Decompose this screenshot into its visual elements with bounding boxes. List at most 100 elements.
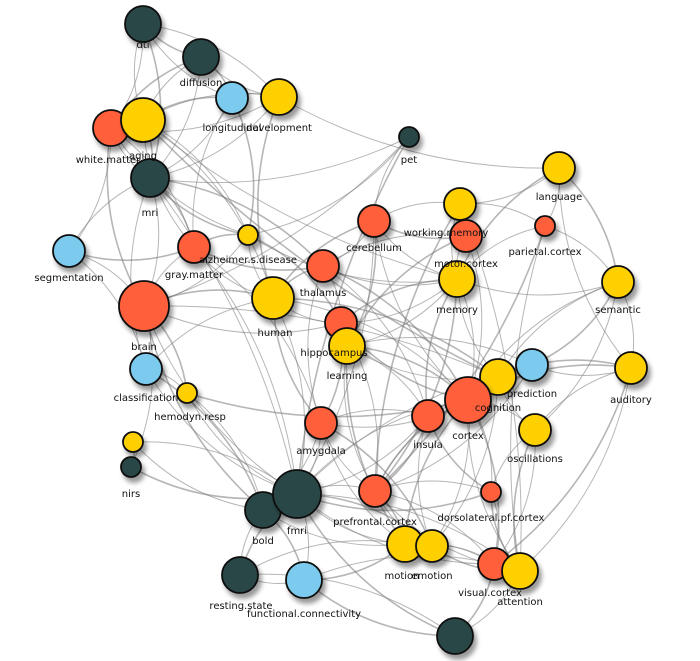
label-resting.state: resting.state [209, 601, 272, 612]
label-parietal.cortex: parietal.cortex [508, 247, 581, 258]
node-prefrontal.cortex[interactable] [358, 474, 392, 508]
node-segmentation[interactable] [52, 234, 86, 268]
node-longitudinal[interactable] [215, 81, 249, 115]
node-prediction[interactable] [515, 348, 549, 382]
label-nirs: nirs [122, 489, 140, 500]
label-semantic: semantic [595, 305, 641, 316]
node-dti[interactable] [124, 5, 162, 43]
node-thalamus[interactable] [306, 249, 340, 283]
label-hippocampus: hippocampus [300, 348, 367, 359]
node-brain[interactable] [118, 280, 170, 332]
edge-development-language [278, 96, 560, 169]
edge-development-human [256, 96, 280, 299]
node-dorsolateral.pf.cortex[interactable] [480, 481, 502, 503]
label-dorsolateral.pf.cortex: dorsolateral.pf.cortex [438, 513, 545, 524]
node-aging[interactable] [120, 97, 166, 143]
edge-oscillations-visual.cortex [493, 429, 536, 565]
label-diffusion: diffusion [180, 78, 223, 89]
node-diffusion[interactable] [182, 38, 220, 76]
label-gray.matter: gray.matter [165, 270, 224, 281]
edge-segmentation-classification [68, 250, 147, 370]
node-parietal.cortex[interactable] [534, 215, 556, 237]
edge-development-mri [149, 96, 280, 179]
label-learning: learning [327, 371, 368, 382]
label-oscillations: oscillations [507, 454, 563, 465]
edge-bottom-node-fmri [296, 493, 456, 637]
edge-nirs-dot-bold [132, 441, 264, 511]
node-alzheimer.s.disease[interactable] [237, 224, 259, 246]
edge-semantic-oscillations [534, 281, 619, 431]
label-thalamus: thalamus [300, 288, 347, 299]
node-nirs[interactable] [120, 456, 142, 478]
edge-classification-bold [145, 368, 264, 511]
label-longitudinal: longitudinal [203, 123, 262, 134]
label-pet: pet [401, 155, 418, 166]
label-prefrontal.cortex: prefrontal.cortex [333, 517, 417, 528]
edge-language-semantic [558, 167, 619, 283]
node-hemodyn.resp[interactable] [176, 382, 198, 404]
node-gray.matter[interactable] [177, 230, 211, 264]
node-functional.connectivity[interactable] [285, 561, 323, 599]
edge-memory-prefrontal.cortex [374, 278, 458, 492]
label-aging: aging [129, 151, 157, 162]
node-cerebellum[interactable] [357, 204, 391, 238]
label-insula: insula [413, 440, 443, 451]
label-development: development [246, 123, 312, 134]
label-emotion: emotion [411, 571, 452, 582]
edge-longitudinal-gray.matter [192, 97, 233, 248]
node-auditory[interactable] [614, 351, 648, 385]
node-pet[interactable] [398, 126, 420, 148]
label-attention: attention [497, 597, 543, 608]
edge-human-cognition [272, 297, 499, 378]
node-oscillations[interactable] [518, 413, 552, 447]
label-white.matter: white.matter [76, 155, 141, 166]
label-hemodyn.resp: hemodyn.resp [154, 412, 226, 423]
edge-prediction-prefrontal.cortex [374, 364, 533, 492]
node-nirs-dot[interactable] [122, 431, 144, 453]
label-bold: bold [252, 536, 274, 547]
edge-resting.state-bottom-node [239, 573, 456, 637]
node-fmri[interactable] [272, 469, 322, 519]
node-cognition[interactable] [479, 358, 517, 396]
node-human[interactable] [251, 276, 295, 320]
node-working.memory[interactable] [443, 187, 477, 221]
edge-parietal.cortex-prefrontal.cortex [374, 225, 546, 492]
node-development[interactable] [260, 78, 298, 116]
node-amygdala[interactable] [304, 406, 338, 440]
node-cortex[interactable] [444, 376, 492, 424]
node-mri[interactable] [130, 158, 170, 198]
label-amygdala: amygdala [296, 446, 346, 457]
label-motor.cortex: motor.cortex [434, 259, 498, 270]
edge-auditory-visual.cortex [493, 367, 632, 565]
node-bottom-node[interactable] [436, 617, 474, 655]
edge-thalamus-amygdala [307, 265, 324, 424]
label-visual.cortex: visual.cortex [458, 588, 522, 599]
edge-gray.matter-amygdala [193, 246, 322, 424]
label-dti: dti [136, 40, 149, 51]
edge-semantic-prediction [531, 281, 619, 366]
node-attention[interactable] [501, 552, 539, 590]
edge-nirs-dot-fmri [132, 441, 298, 495]
label-human: human [258, 328, 293, 339]
node-language[interactable] [542, 151, 576, 185]
label-prediction: prediction [507, 389, 557, 400]
node-emotion[interactable] [415, 529, 449, 563]
edge-thalamus-cortex [322, 265, 469, 401]
node-memory[interactable] [438, 260, 476, 298]
node-resting.state[interactable] [221, 556, 259, 594]
label-segmentation: segmentation [34, 273, 103, 284]
node-motor.cortex[interactable] [449, 219, 483, 253]
label-mri: mri [142, 208, 159, 219]
node-classification[interactable] [129, 352, 163, 386]
label-alzheimer.s.disease: alzheimer.s.disease [199, 255, 297, 266]
edge-human-cortex [272, 297, 469, 401]
edge-cognition-emotion [431, 376, 499, 547]
label-auditory: auditory [610, 395, 652, 406]
label-brain: brain [131, 342, 157, 353]
edge-classification-fmri [145, 368, 298, 495]
node-insula[interactable] [411, 399, 445, 433]
node-semantic[interactable] [601, 265, 635, 299]
node-learning[interactable] [328, 327, 366, 365]
